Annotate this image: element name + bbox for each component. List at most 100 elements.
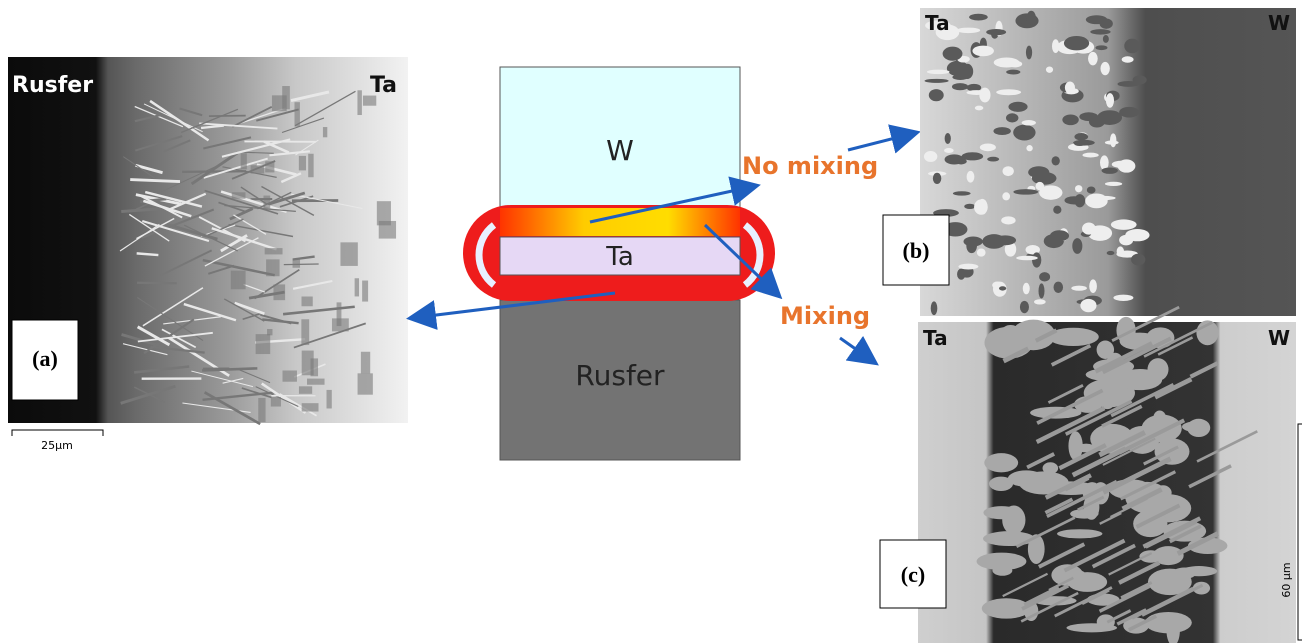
texture-mark [1082, 153, 1098, 158]
texture-mark [1133, 75, 1147, 84]
texture-mark [1072, 571, 1086, 584]
texture-mark [1013, 125, 1035, 141]
texture-mark [943, 47, 963, 61]
label: W [1268, 326, 1290, 350]
texture-mark [1064, 36, 1089, 50]
texture-mark [284, 264, 319, 265]
texture-mark [952, 74, 968, 80]
texture-mark [1080, 299, 1096, 312]
texture-mark [256, 334, 271, 354]
texture-mark [299, 386, 312, 393]
texture-mark [327, 390, 332, 409]
texture-mark [358, 373, 373, 394]
texture-mark [967, 171, 975, 183]
texture-mark [1097, 110, 1122, 125]
texture-mark [1090, 29, 1110, 34]
texture-mark [265, 248, 283, 254]
label: Ta [923, 326, 948, 350]
texture-mark [1107, 251, 1115, 255]
texture-mark [980, 143, 996, 151]
texture-mark [1023, 283, 1030, 294]
texture-mark [972, 46, 993, 57]
texture-mark [1054, 282, 1064, 293]
texture-mark [1145, 612, 1192, 633]
texture-mark [1100, 62, 1109, 75]
texture-mark [1062, 114, 1078, 125]
texture-mark [137, 253, 159, 255]
texture-mark [958, 264, 978, 270]
texture-mark [933, 173, 941, 184]
texture-mark [1117, 369, 1162, 390]
texture-mark [1072, 238, 1082, 254]
texture-mark [1065, 81, 1075, 94]
texture-mark [1082, 222, 1096, 234]
texture-mark [241, 153, 247, 169]
texture-mark [232, 192, 246, 198]
texture-mark [1089, 279, 1097, 293]
texture-mark [1002, 192, 1010, 200]
annotation: No mixing [742, 152, 878, 180]
label: Ta [370, 73, 397, 98]
texture-mark [1006, 113, 1018, 122]
texture-mark [1153, 410, 1166, 425]
texture-mark [273, 284, 285, 300]
texture-mark [1026, 145, 1032, 151]
texture-mark [1095, 45, 1107, 50]
texture-mark [1113, 295, 1133, 301]
texture-mark [1125, 229, 1149, 241]
texture-mark [945, 133, 951, 144]
texture-mark [265, 161, 274, 172]
texture-mark [1020, 301, 1029, 313]
texture-mark [1079, 112, 1098, 121]
texture-mark [966, 238, 977, 253]
texture-mark [282, 86, 290, 109]
texture-mark [969, 14, 988, 21]
texture-mark [307, 379, 325, 385]
annotation: Mixing [780, 302, 870, 330]
texture-mark [332, 318, 349, 331]
texture-mark [1002, 506, 1025, 535]
texture-mark [1085, 193, 1107, 208]
texture-mark [1074, 133, 1088, 140]
texture-mark [924, 79, 948, 83]
hot-band [500, 208, 740, 236]
scale-label: 60 µm [1280, 562, 1293, 597]
texture-mark [975, 106, 984, 111]
texture-mark [182, 171, 246, 172]
texture-mark [1073, 140, 1095, 146]
texture-mark [1006, 70, 1020, 75]
texture-mark [1100, 19, 1113, 29]
texture-mark [1052, 156, 1060, 165]
texture-mark [1087, 186, 1096, 193]
texture-mark [302, 403, 319, 411]
tag: (c) [901, 562, 925, 587]
texture-mark [979, 88, 990, 103]
texture-mark [355, 278, 359, 296]
texture-mark [1039, 272, 1050, 281]
texture-mark [983, 531, 1035, 546]
texture-mark [1008, 102, 1027, 112]
texture-mark [263, 196, 270, 209]
texture-mark [294, 102, 299, 126]
texture-mark [944, 148, 954, 153]
texture-mark [931, 301, 938, 315]
texture-mark [1181, 566, 1217, 576]
texture-mark [986, 29, 1006, 35]
texture-mark [1008, 61, 1023, 68]
texture-mark [1105, 182, 1122, 186]
texture-mark [357, 90, 361, 115]
texture-mark [929, 89, 944, 101]
texture-mark [130, 180, 180, 182]
texture-mark [1088, 52, 1098, 65]
texture-mark [987, 157, 999, 162]
texture-mark [301, 319, 309, 345]
texture-mark [299, 156, 306, 171]
texture-mark [1027, 11, 1036, 25]
texture-mark [308, 154, 313, 177]
texture-mark [379, 221, 396, 239]
tag: (b) [903, 238, 930, 263]
texture-mark [999, 286, 1006, 290]
texture-mark [271, 397, 281, 407]
texture-mark [1119, 107, 1139, 118]
texture-mark [361, 352, 370, 374]
